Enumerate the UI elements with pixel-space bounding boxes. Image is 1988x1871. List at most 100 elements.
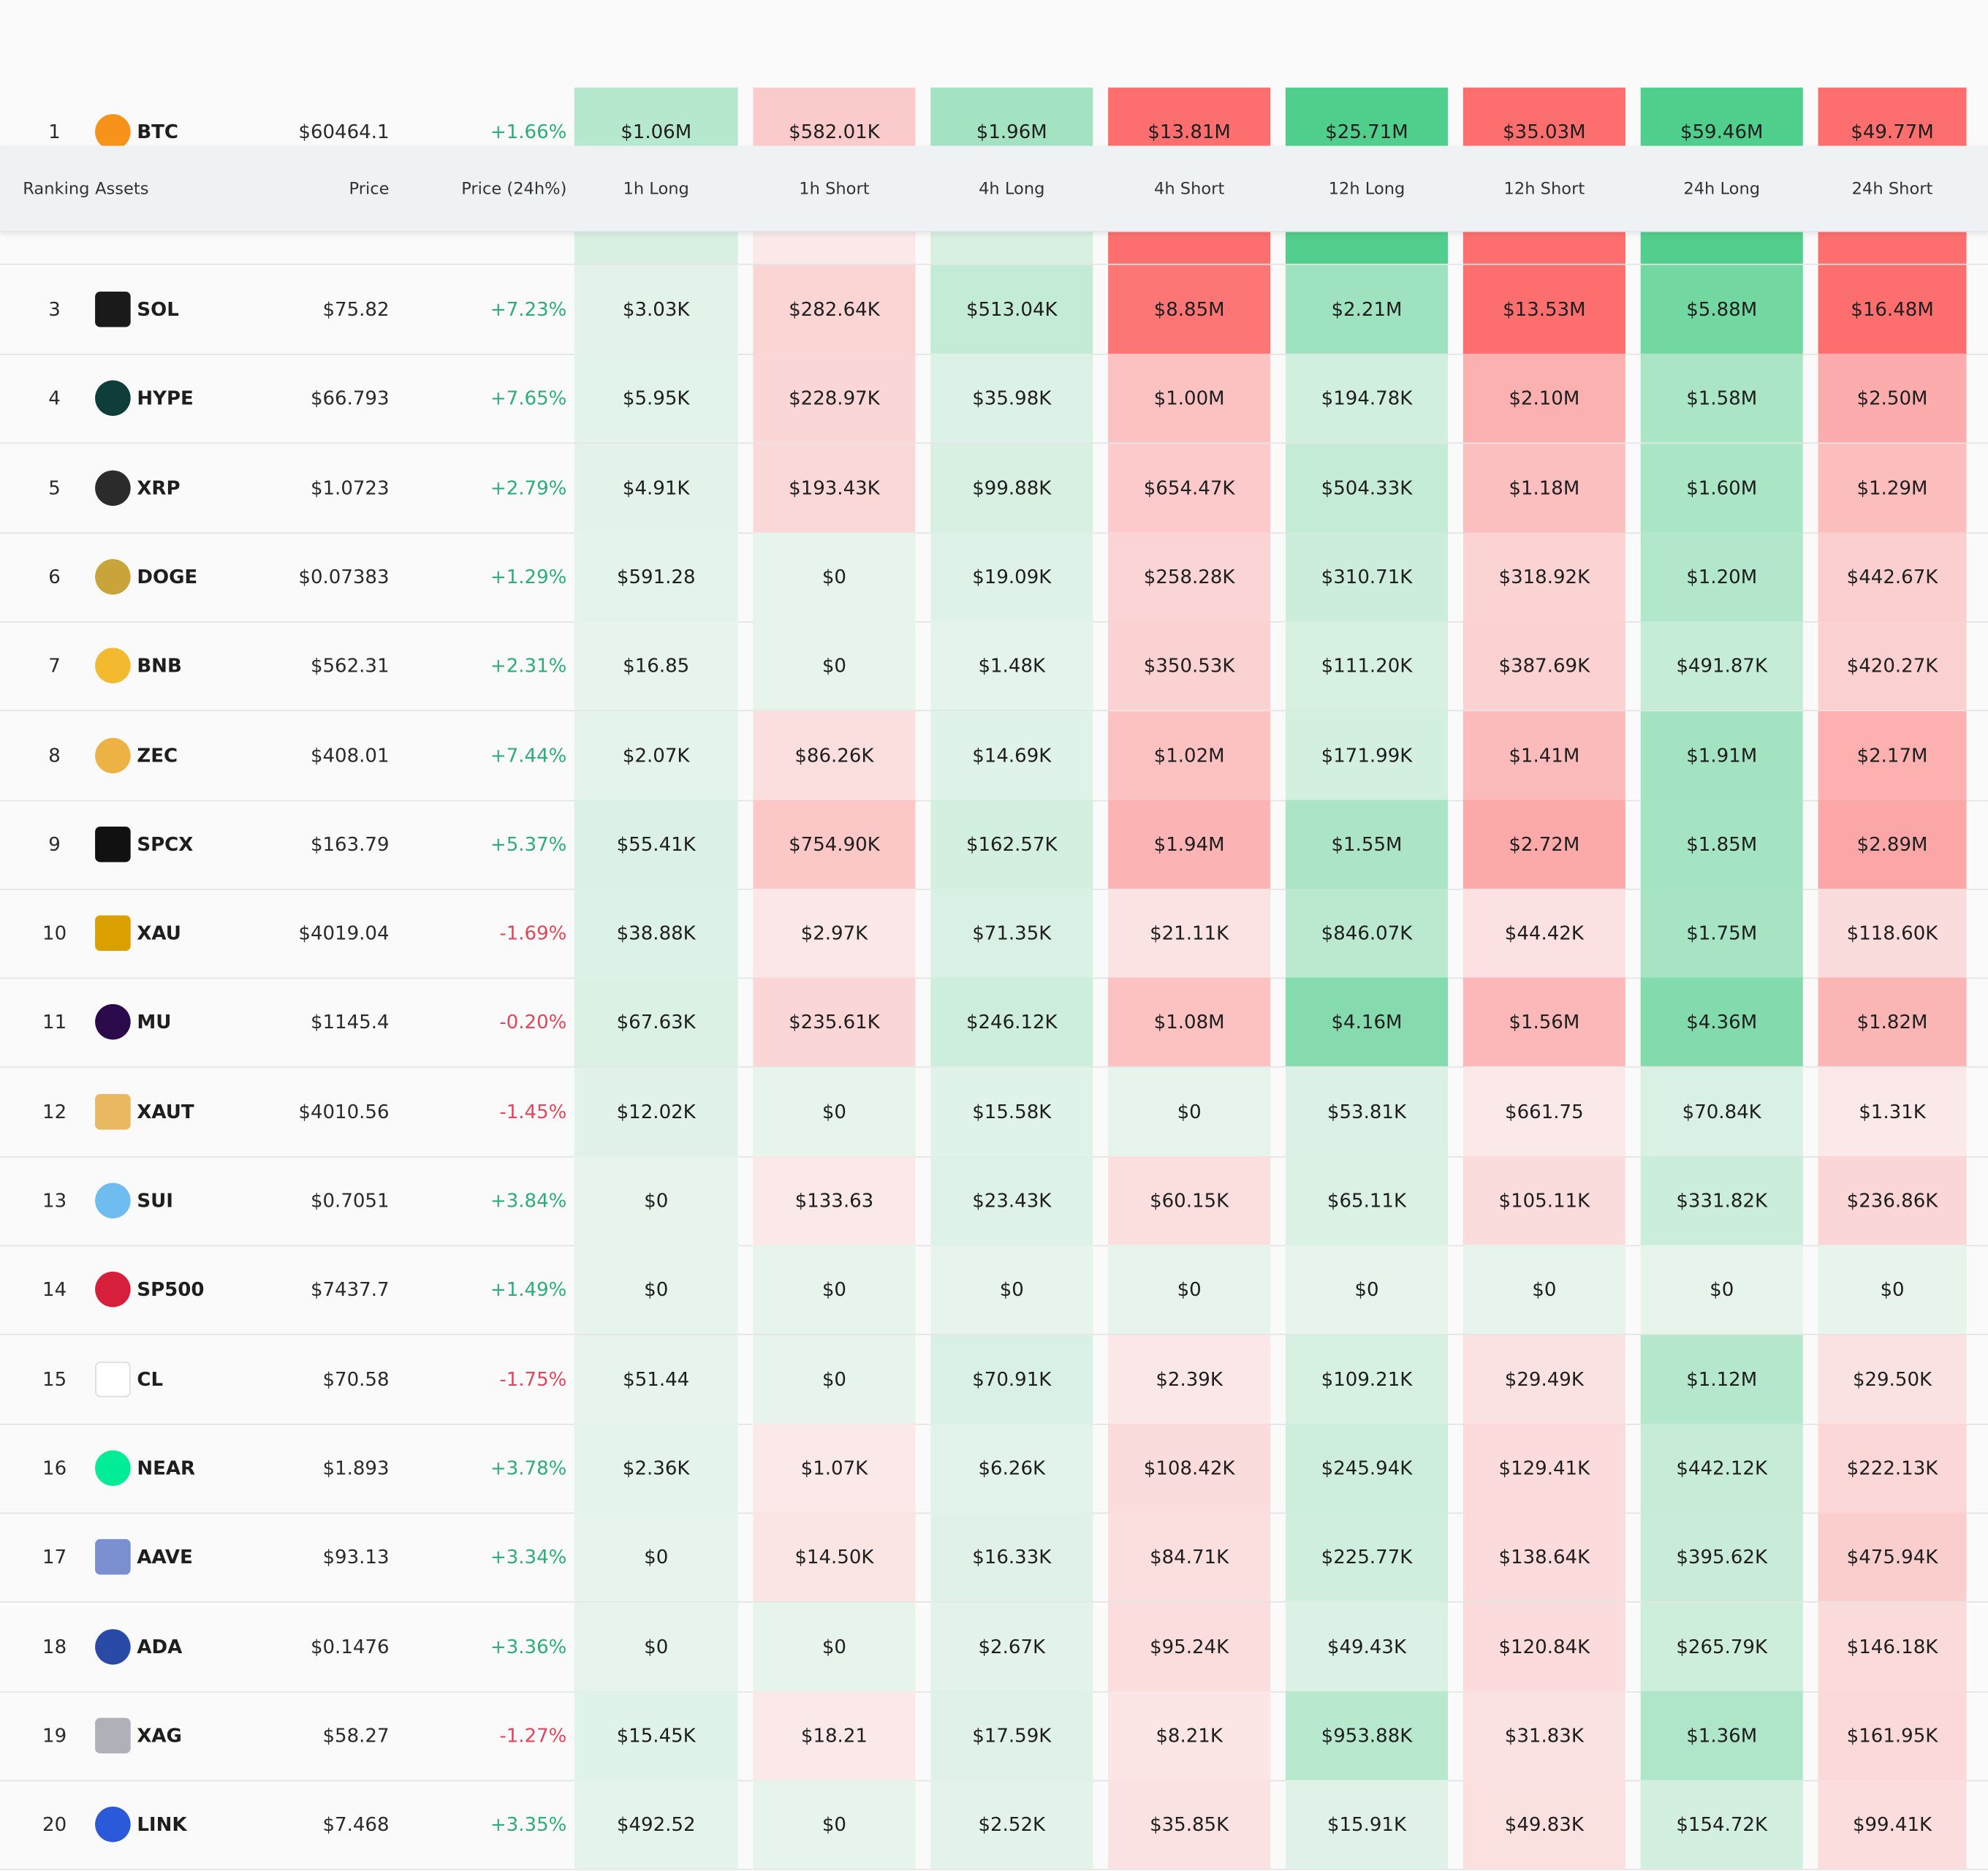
asset-name: AAVE [137, 1545, 193, 1569]
liquidation-cell: $2.52K [930, 1780, 1093, 1870]
column-header: 4h Short [1153, 179, 1225, 199]
asset-name: HYPE [137, 387, 194, 410]
rank: 20 [42, 1813, 67, 1836]
liquidation-cell: $350.53K [1108, 621, 1271, 710]
liquidation-cell: $129.41K [1462, 1423, 1625, 1513]
liquidation-cell: $29.50K [1818, 1334, 1967, 1424]
rank: 18 [42, 1634, 67, 1658]
liquidation-cell: $17.59K [930, 1690, 1093, 1780]
liquidation-cell: $0 [574, 1601, 738, 1691]
liquidation-cell: $1.82M [1818, 978, 1967, 1067]
liquidation-cell: $0 [1108, 1245, 1271, 1335]
liquidation-cell: $109.21K [1285, 1334, 1449, 1424]
asset-name: BNB [137, 654, 182, 678]
price: $70.58 [322, 1367, 390, 1391]
liquidation-cell: $35.98K [930, 354, 1093, 443]
liquidation-cell: $8.21K [1108, 1690, 1271, 1780]
asset-icon [95, 826, 131, 862]
asset-icon [95, 1539, 131, 1575]
liquidation-cell: $49.83K [1462, 1780, 1625, 1870]
liquidation-cell: $475.94K [1818, 1512, 1967, 1602]
rank: 10 [42, 922, 67, 945]
price: $58.27 [322, 1723, 390, 1747]
liquidation-cell: $395.62K [1640, 1512, 1803, 1602]
liquidation-cell: $1.29M [1818, 443, 1967, 532]
liquidation-cell: $1.00M [1108, 354, 1271, 443]
asset-icon [95, 291, 131, 327]
liquidation-cell: $0 [1285, 1245, 1449, 1335]
liquidation-cell: $2.39K [1108, 1334, 1271, 1424]
liquidation-cell: $5.95K [574, 354, 738, 443]
liquidation-cell: $19.09K [930, 532, 1093, 621]
column-header: 24h Long [1683, 179, 1761, 199]
liquidation-cell: $6.26K [930, 1423, 1093, 1513]
asset-icon [95, 915, 131, 952]
liquidation-cell: $513.04K [930, 265, 1093, 354]
liquidation-cell: $235.61K [753, 978, 916, 1067]
price-change: +3.35% [490, 1813, 567, 1836]
column-header: 4h Long [979, 179, 1045, 199]
liquidation-cell: $162.57K [930, 800, 1093, 889]
column-header: Price [349, 179, 390, 199]
liquidation-cell: $0 [753, 532, 916, 621]
price: $4019.04 [298, 922, 390, 945]
liquidation-cell: $1.75M [1640, 889, 1803, 978]
price-change: +7.65% [490, 387, 567, 410]
liquidation-cell: $67.63K [574, 978, 738, 1067]
liquidation-cell: $1.36M [1640, 1690, 1803, 1780]
liquidation-cell: $1.85M [1640, 800, 1803, 889]
liquidation-cell: $4.91K [574, 443, 738, 532]
rank: 3 [48, 297, 61, 321]
price-change: +3.34% [490, 1545, 567, 1569]
liquidation-cell: $23.43K [930, 1156, 1093, 1245]
liquidation-cell: $310.71K [1285, 532, 1449, 621]
asset-icon [95, 114, 131, 150]
liquidation-cell: $194.78K [1285, 354, 1449, 443]
liquidation-cell: $99.41K [1818, 1780, 1967, 1870]
asset-name: SP500 [137, 1278, 205, 1302]
asset-icon [95, 1718, 131, 1753]
liquidation-cell: $161.95K [1818, 1690, 1967, 1780]
rank: 13 [42, 1189, 67, 1212]
liquidation-cell: $70.91K [930, 1334, 1093, 1424]
liquidation-cell: $65.11K [1285, 1156, 1449, 1245]
liquidation-cell: $846.07K [1285, 889, 1449, 978]
price-change: -1.27% [499, 1723, 567, 1747]
liquidation-cell: $1.56M [1462, 978, 1625, 1067]
price: $408.01 [310, 743, 390, 767]
liquidation-cell: $3.03K [574, 265, 738, 354]
liquidation-cell: $51.44 [574, 1334, 738, 1424]
row-divider [0, 263, 1988, 265]
column-header: 24h Short [1851, 179, 1933, 199]
liquidation-cell: $258.28K [1108, 532, 1271, 621]
liquidation-cell: $1.07K [753, 1423, 916, 1513]
liquidation-cell: $95.24K [1108, 1601, 1271, 1691]
liquidation-cell: $0 [753, 1601, 916, 1691]
liquidation-cell: $246.12K [930, 978, 1093, 1067]
price-change: +1.29% [490, 565, 567, 588]
liquidation-cell: $108.42K [1108, 1423, 1271, 1513]
price-change: +5.37% [490, 832, 567, 856]
liquidation-cell: $18.21 [753, 1690, 916, 1780]
liquidation-cell: $754.90K [753, 800, 916, 889]
liquidation-cell: $420.27K [1818, 621, 1967, 710]
price: $163.79 [310, 832, 390, 856]
liquidation-cell: $265.79K [1640, 1601, 1803, 1691]
liquidation-cell: $1.31K [1818, 1067, 1967, 1156]
liquidation-cell: $1.18M [1462, 443, 1625, 532]
liquidation-cell: $55.41K [574, 800, 738, 889]
liquidation-cell: $29.49K [1462, 1334, 1625, 1424]
price-change: -0.20% [499, 1011, 567, 1034]
liquidation-cell: $15.91K [1285, 1780, 1449, 1870]
asset-icon [95, 1628, 131, 1664]
liquidation-cell: $13.53M [1462, 265, 1625, 354]
liquidation-cell: $105.11K [1462, 1156, 1625, 1245]
asset-icon [95, 1450, 131, 1486]
liquidation-cell: $387.69K [1462, 621, 1625, 710]
price-change: +3.36% [490, 1634, 567, 1658]
liquidation-cell: $225.77K [1285, 1512, 1449, 1602]
liquidation-cell: $193.43K [753, 443, 916, 532]
liquidation-cell: $2.50M [1818, 354, 1967, 443]
price-change: +1.66% [490, 120, 567, 144]
